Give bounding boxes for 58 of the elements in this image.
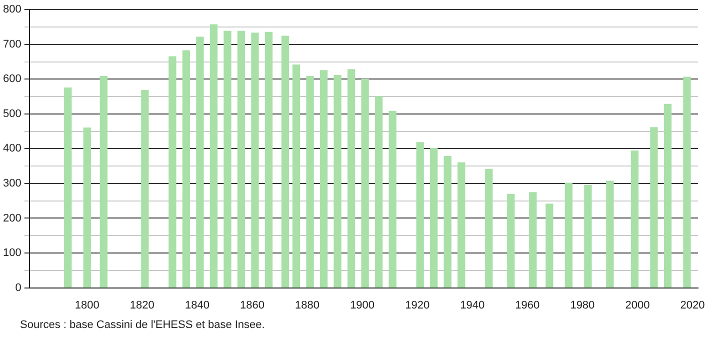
bar (430, 148, 438, 288)
y-tick-label: 400 (2, 142, 22, 155)
bar (320, 70, 328, 288)
bar (334, 74, 342, 288)
bar (664, 104, 672, 288)
bar (507, 194, 515, 288)
y-tick-label: 300 (2, 178, 22, 190)
x-tick-label: 1820 (130, 299, 154, 312)
bar (264, 32, 273, 288)
source-note: Sources : base Cassini de l'EHESS et base Insee. (20, 319, 266, 331)
x-tick-label: 1860 (240, 299, 264, 312)
y-tick-label: 600 (2, 73, 22, 86)
x-tick-label: 1940 (460, 299, 485, 312)
bar (444, 156, 452, 288)
bar (281, 36, 290, 288)
y-tick-label: 0 (15, 282, 22, 294)
bar (182, 50, 190, 288)
bar (237, 30, 246, 288)
bar (650, 127, 658, 288)
y-tick-label: 500 (2, 108, 22, 120)
bar (458, 162, 466, 288)
bar (347, 69, 356, 288)
y-tick-label: 100 (2, 247, 22, 260)
bar (361, 78, 369, 288)
bar (529, 192, 537, 288)
bar (251, 32, 259, 288)
x-tick-label: 1960 (515, 299, 540, 312)
x-tick-label: 1980 (570, 299, 595, 312)
bar (292, 64, 300, 288)
x-tick-label: 1900 (350, 299, 375, 312)
bar (196, 36, 204, 288)
bar (630, 150, 639, 288)
bar (64, 88, 72, 288)
bar (546, 204, 554, 288)
x-tick-label: 2020 (680, 299, 705, 312)
bar (374, 96, 383, 288)
x-tick-label: 2000 (625, 299, 650, 312)
bar (168, 56, 176, 288)
y-tick-label: 700 (2, 38, 22, 50)
bar (485, 168, 493, 288)
bar (306, 76, 314, 288)
bar (210, 24, 218, 288)
bar (606, 180, 614, 288)
bar (683, 76, 691, 288)
bar (100, 76, 108, 288)
y-tick-label: 800 (2, 4, 22, 16)
bar (584, 184, 592, 288)
x-tick-label: 1920 (405, 299, 430, 312)
x-tick-label: 1840 (184, 299, 210, 312)
bar (224, 30, 232, 288)
y-tick-label: 200 (2, 212, 22, 224)
bar (83, 128, 91, 288)
bar (564, 182, 573, 288)
bar (388, 110, 396, 288)
bar (416, 142, 424, 288)
x-tick-label: 1880 (295, 299, 320, 312)
bar (141, 90, 149, 288)
x-tick-label: 1800 (74, 299, 100, 312)
